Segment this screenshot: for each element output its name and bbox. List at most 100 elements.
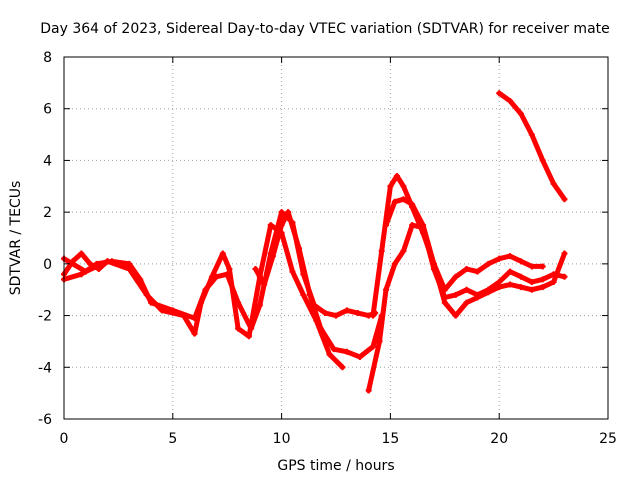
- x-axis-label: GPS time / hours: [277, 458, 394, 474]
- data-point: [208, 273, 215, 280]
- data-point: [383, 222, 390, 229]
- data-point: [343, 307, 350, 314]
- data-point: [391, 198, 398, 205]
- data-point: [376, 338, 383, 345]
- data-point: [245, 333, 252, 340]
- data-point: [256, 302, 263, 309]
- series-line-sat-b: [61, 222, 345, 370]
- data-point: [69, 258, 76, 265]
- data-point: [561, 273, 568, 280]
- series-layer: [61, 90, 568, 394]
- plot-frame: [63, 56, 609, 420]
- data-point: [474, 268, 481, 275]
- data-point: [278, 222, 285, 229]
- data-point: [369, 312, 376, 319]
- data-point: [306, 291, 313, 298]
- data-point: [539, 284, 546, 291]
- data-point: [330, 346, 337, 353]
- data-point: [561, 250, 568, 257]
- data-point: [409, 222, 416, 229]
- data-point: [300, 291, 307, 298]
- data-point: [496, 255, 503, 262]
- data-point: [517, 110, 524, 117]
- y-tick-label: 8: [43, 50, 52, 66]
- data-point: [393, 172, 400, 179]
- x-tick-label: 10: [273, 431, 291, 447]
- data-point: [463, 299, 470, 306]
- data-point: [82, 268, 89, 275]
- data-point: [104, 258, 111, 265]
- data-point: [452, 273, 459, 280]
- data-point: [198, 299, 205, 306]
- tick-layer: 0 5 10 15 20 25 -6 -4 -2 0 2 4 6 8: [38, 50, 617, 447]
- data-point: [507, 253, 514, 260]
- data-point: [528, 131, 535, 138]
- data-point: [365, 387, 372, 394]
- data-point: [430, 260, 437, 267]
- data-point: [343, 348, 350, 355]
- data-point: [387, 183, 394, 190]
- data-point: [517, 284, 524, 291]
- data-point: [322, 309, 329, 316]
- data-point: [369, 343, 376, 350]
- data-point: [378, 247, 385, 254]
- data-point: [267, 222, 274, 229]
- data-point: [507, 268, 514, 275]
- series-line-sat-h: [61, 251, 110, 277]
- data-point: [226, 266, 233, 273]
- y-tick-label: -4: [38, 360, 52, 376]
- data-point: [550, 278, 557, 285]
- data-point: [383, 286, 390, 293]
- data-point: [219, 250, 226, 257]
- data-point: [78, 250, 85, 257]
- data-point: [474, 294, 481, 301]
- y-tick-label: -2: [38, 309, 52, 325]
- data-point: [269, 253, 276, 260]
- data-point: [539, 263, 546, 270]
- y-tick-label: 0: [43, 257, 52, 273]
- data-point: [485, 289, 492, 296]
- data-point: [452, 312, 459, 319]
- data-point: [400, 183, 407, 190]
- chart-title: Day 364 of 2023, Sidereal Day-to-day VTE…: [40, 21, 610, 37]
- data-point: [517, 273, 524, 280]
- data-point: [409, 201, 416, 208]
- x-tick-label: 0: [60, 431, 69, 447]
- y-tick-label: -6: [38, 412, 52, 428]
- data-point: [507, 281, 514, 288]
- data-point: [356, 353, 363, 360]
- data-point: [561, 196, 568, 203]
- data-point: [333, 312, 339, 319]
- data-point: [539, 157, 546, 164]
- data-point: [261, 281, 268, 288]
- x-tick-label: 20: [490, 431, 508, 447]
- data-point: [507, 97, 514, 104]
- y-tick-label: 6: [43, 102, 52, 118]
- data-point: [539, 276, 546, 283]
- data-point: [485, 260, 492, 267]
- data-point: [78, 271, 85, 278]
- data-point: [87, 260, 94, 267]
- y-axis-label: SDTVAR / TECUs: [8, 181, 24, 296]
- data-point: [235, 325, 242, 332]
- y-tick-label: 2: [43, 205, 52, 221]
- data-point: [126, 260, 133, 267]
- x-tick-label: 5: [168, 431, 177, 447]
- x-tick-label: 15: [381, 431, 399, 447]
- data-point: [354, 309, 361, 316]
- data-point: [326, 351, 333, 358]
- data-point: [143, 291, 150, 298]
- data-point: [528, 263, 535, 270]
- data-point: [463, 286, 470, 293]
- data-point: [496, 284, 503, 291]
- data-point: [126, 266, 133, 273]
- x-tick-label: 25: [599, 431, 617, 447]
- data-point: [278, 209, 285, 216]
- data-point: [317, 325, 324, 332]
- data-point: [158, 307, 165, 314]
- data-point: [296, 245, 303, 252]
- data-point: [391, 260, 398, 267]
- data-point: [441, 299, 448, 306]
